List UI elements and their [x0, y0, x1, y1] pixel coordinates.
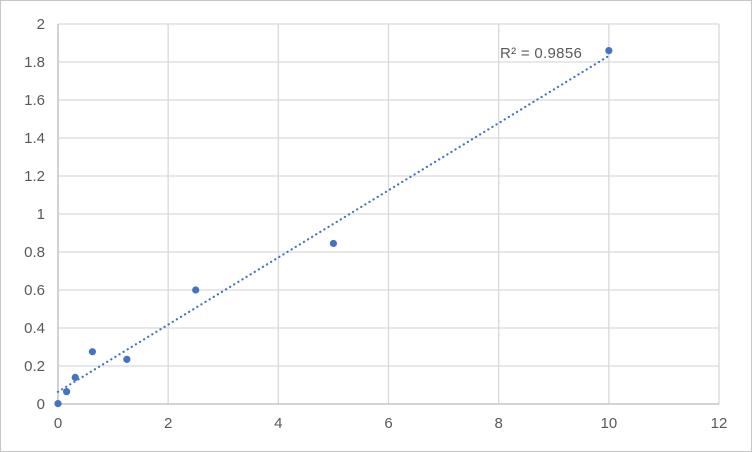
- data-point: [329, 239, 338, 248]
- y-tick-label: 1.4: [24, 130, 45, 147]
- data-point: [192, 286, 200, 294]
- y-tick-label: 1.8: [24, 54, 45, 71]
- data-point: [123, 355, 131, 363]
- y-tick-label: 0.8: [24, 244, 45, 261]
- x-tick-label: 12: [711, 415, 728, 432]
- y-tick-label: 0.6: [24, 282, 45, 299]
- x-tick-label: 6: [384, 415, 392, 432]
- x-tick-label: 10: [600, 415, 617, 432]
- y-tick-label: 2: [37, 16, 45, 33]
- data-point: [605, 47, 613, 55]
- trendline: [56, 54, 610, 393]
- data-point: [88, 348, 97, 356]
- data-point: [71, 373, 79, 381]
- y-tick-label: 1: [37, 206, 45, 223]
- y-tick-label: 1.6: [24, 92, 45, 109]
- y-tick-label: 0.4: [24, 320, 45, 337]
- y-tick-label: 1.2: [24, 168, 45, 185]
- x-tick-label: 0: [54, 415, 62, 432]
- data-point: [54, 400, 62, 408]
- r-squared-annotation: R² = 0.9856: [500, 45, 583, 62]
- x-tick-label: 8: [494, 415, 502, 432]
- y-tick-label: 0: [37, 396, 45, 413]
- data-point: [62, 388, 71, 396]
- x-tick-label: 2: [164, 415, 172, 432]
- y-tick-label: 0.2: [24, 358, 45, 375]
- x-tick-label: 4: [274, 415, 282, 432]
